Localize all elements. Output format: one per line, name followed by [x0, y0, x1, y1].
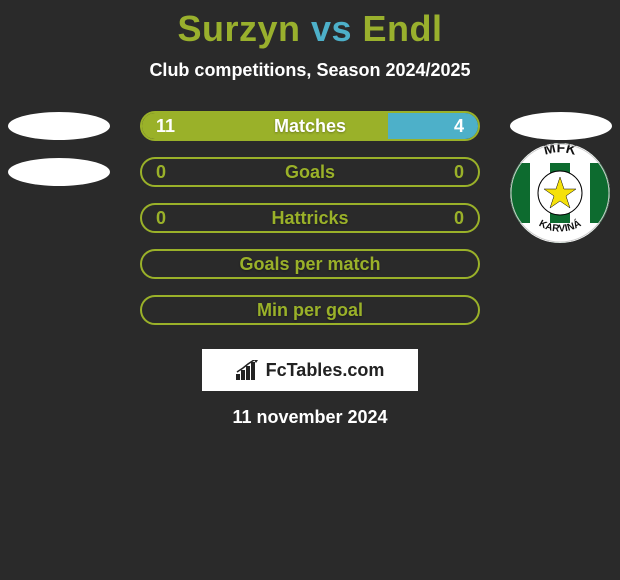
title-player-a: Surzyn — [177, 8, 300, 49]
stat-rows: Matches 11 4 Goals 0 0 — [0, 111, 620, 325]
footer-brand: FcTables.com — [202, 349, 418, 391]
stat-bar: Matches 11 4 — [140, 111, 480, 141]
stat-row: Goals per match — [0, 249, 620, 279]
stat-value-left: 0 — [156, 162, 166, 183]
stat-label: Hattricks — [271, 208, 348, 229]
player-badge-left — [8, 158, 110, 186]
bar-segment-left — [142, 113, 388, 139]
player-badge-left — [8, 112, 110, 140]
stat-label: Goals per match — [239, 254, 380, 275]
stat-value-right: 0 — [454, 208, 464, 229]
stat-value-right: 4 — [454, 116, 464, 137]
stat-value-left: 11 — [156, 116, 175, 137]
title-player-b: Endl — [363, 8, 443, 49]
title: Surzyn vs Endl — [0, 8, 620, 50]
player-badge-right — [510, 112, 612, 140]
comparison-card: Surzyn vs Endl Club competitions, Season… — [0, 0, 620, 428]
stat-bar: Hattricks 0 0 — [140, 203, 480, 233]
stat-bar: Min per goal — [140, 295, 480, 325]
footer-brand-text: FcTables.com — [266, 360, 385, 381]
date: 11 november 2024 — [0, 407, 620, 428]
stat-row: Matches 11 4 — [0, 111, 620, 141]
stat-row: Hattricks 0 0 — [0, 203, 620, 233]
stat-bar: Goals 0 0 — [140, 157, 480, 187]
title-vs: vs — [311, 8, 352, 49]
stat-row: Min per goal — [0, 295, 620, 325]
stat-label: Min per goal — [257, 300, 363, 321]
chart-icon — [236, 360, 260, 380]
stat-value-left: 0 — [156, 208, 166, 229]
bar-segment-right — [388, 113, 478, 139]
stat-value-right: 0 — [454, 162, 464, 183]
stat-label: Matches — [274, 116, 346, 137]
stat-row: Goals00 MFK — [0, 157, 620, 187]
stat-label: Goals — [285, 162, 335, 183]
stat-bar: Goals per match — [140, 249, 480, 279]
subtitle: Club competitions, Season 2024/2025 — [0, 60, 620, 81]
